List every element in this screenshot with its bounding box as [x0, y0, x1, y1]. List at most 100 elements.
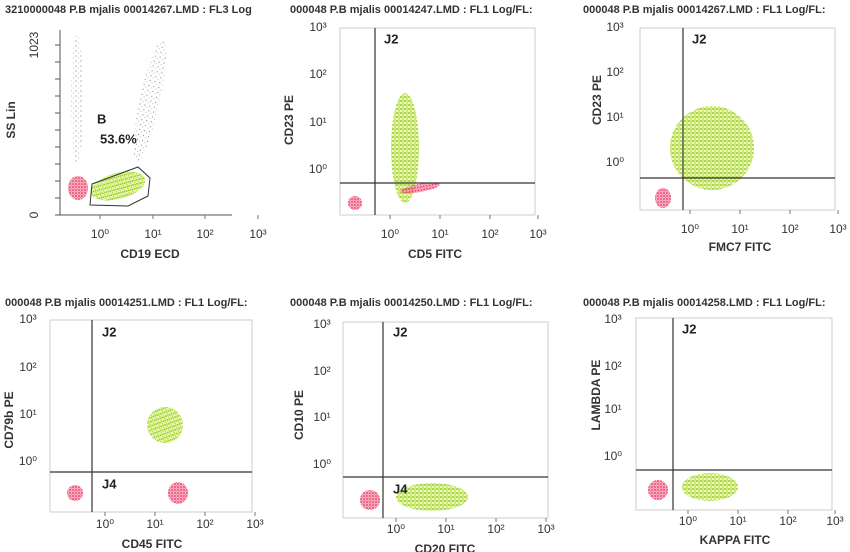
y-axis-label: SS Lin [4, 101, 18, 138]
plot-frame [49, 319, 253, 513]
event-cloud [396, 483, 468, 511]
y-axis-label: CD23 PE [282, 95, 296, 145]
y-tick-label: 10⁰ [606, 155, 624, 169]
y-axis-label: CD79b PE [2, 391, 16, 448]
y-tick-label: 10¹ [313, 410, 330, 424]
event-cloud [168, 482, 188, 504]
event-cloud [147, 407, 183, 443]
y-tick-label: 10² [604, 359, 621, 373]
panel-title: 3210000048 P.B mjalis 00014267.LMD : FL3… [5, 4, 252, 16]
y-tick-label: 10² [313, 364, 330, 378]
x-tick-label: 10² [779, 514, 796, 528]
x-axis-label: CD45 FITC [122, 537, 183, 551]
x-tick-label: 10² [487, 522, 504, 536]
event-cloud [648, 480, 668, 500]
gate-label: J2 [393, 324, 407, 339]
plot-frame [339, 27, 536, 216]
gate-label: B [97, 111, 106, 126]
x-tick-label: 10¹ [431, 227, 448, 241]
y-tick-label: 10³ [606, 20, 623, 34]
y-tick-label: 1023 [27, 31, 41, 58]
y-axis-label: CD10 PE [292, 390, 306, 440]
x-tick-label: 10² [781, 222, 798, 236]
event-cloud [67, 485, 83, 501]
x-tick-label: 10¹ [731, 222, 748, 236]
x-tick-label: 10³ [246, 517, 263, 531]
event-cloud [400, 182, 440, 194]
y-tick-label: 10³ [309, 20, 326, 34]
y-tick-label: 0 [27, 211, 41, 218]
event-cloud [133, 39, 167, 161]
panel-title: 000048 P.B mjalis 00014267.LMD : FL1 Log… [583, 4, 826, 16]
y-tick-label: 10¹ [19, 407, 36, 421]
plot-frame [639, 27, 836, 211]
y-axis-label: LAMBDA PE [589, 360, 603, 431]
x-tick-label: 10³ [826, 514, 843, 528]
x-axis-label: FMC7 FITC [709, 240, 772, 254]
x-tick-label: 10² [481, 227, 498, 241]
gate-label: J2 [692, 31, 706, 46]
y-tick-label: 10⁰ [313, 457, 331, 471]
gate-region [89, 166, 151, 207]
x-tick-label: 10⁰ [96, 517, 114, 531]
y-axis-label: CD23 PE [590, 75, 604, 125]
x-tick-label: 10⁰ [91, 227, 109, 241]
event-cloud [71, 35, 83, 165]
y-tick-label: 10¹ [606, 110, 623, 124]
event-cloud [348, 196, 362, 210]
y-tick-label: 10⁰ [309, 162, 327, 176]
gate-label: J4 [102, 476, 117, 491]
x-tick-label: 10¹ [437, 522, 454, 536]
event-cloud [68, 176, 88, 200]
event-cloud [655, 188, 671, 208]
y-tick-label: 10³ [19, 312, 36, 326]
plot-frame [635, 317, 833, 511]
x-tick-label: 10³ [529, 227, 546, 241]
panel: 000048 P.B mjalis 00014251.LMD : FL1 Log… [2, 297, 264, 551]
panel: 000048 P.B mjalis 00014267.LMD : FL1 Log… [583, 4, 847, 254]
x-axis-label: KAPPA FITC [700, 533, 771, 547]
gate-label: J4 [393, 481, 408, 496]
gate-label: J2 [384, 31, 398, 46]
x-tick-label: 10⁰ [381, 227, 399, 241]
y-tick-label: 10¹ [309, 115, 326, 129]
x-tick-label: 10⁰ [387, 522, 405, 536]
gate-label: J2 [682, 321, 696, 336]
x-tick-label: 10¹ [146, 517, 163, 531]
gate-label: J2 [102, 324, 116, 339]
x-tick-label: 10² [196, 227, 213, 241]
x-axis-label: CD5 FITC [408, 247, 462, 261]
panel: 000048 P.B mjalis 00014258.LMD : FL1 Log… [583, 297, 844, 547]
panel-title: 000048 P.B mjalis 00014251.LMD : FL1 Log… [5, 297, 248, 309]
x-tick-label: 10³ [249, 227, 266, 241]
panel: 3210000048 P.B mjalis 00014267.LMD : FL3… [4, 4, 267, 261]
gate-label: 53.6% [100, 131, 137, 146]
event-cloud [670, 106, 754, 190]
y-tick-label: 10² [606, 65, 623, 79]
x-tick-label: 10³ [829, 222, 846, 236]
x-tick-label: 10³ [537, 522, 554, 536]
event-cloud [682, 473, 738, 501]
x-tick-label: 10⁰ [681, 222, 699, 236]
y-tick-label: 10³ [604, 312, 621, 326]
panel-title: 000048 P.B mjalis 00014247.LMD : FL1 Log… [290, 4, 533, 16]
y-tick-label: 10² [19, 360, 36, 374]
x-tick-label: 10¹ [144, 227, 161, 241]
x-axis-label: CD20 FITC [415, 542, 476, 552]
x-tick-label: 10⁰ [679, 514, 697, 528]
y-tick-label: 10¹ [604, 402, 621, 416]
panel: 000048 P.B mjalis 00014247.LMD : FL1 Log… [282, 4, 547, 261]
event-cloud [360, 490, 380, 510]
y-tick-label: 10³ [313, 317, 330, 331]
event-cloud [391, 93, 419, 203]
y-tick-label: 10⁰ [19, 454, 37, 468]
event-cloud [90, 171, 146, 201]
y-tick-label: 10⁰ [604, 449, 622, 463]
panel: 000048 P.B mjalis 00014250.LMD : FL1 Log… [290, 297, 555, 552]
panel-title: 000048 P.B mjalis 00014250.LMD : FL1 Log… [290, 297, 533, 309]
panel-title: 000048 P.B mjalis 00014258.LMD : FL1 Log… [583, 297, 826, 309]
x-tick-label: 10¹ [729, 514, 746, 528]
y-tick-label: 10² [309, 67, 326, 81]
